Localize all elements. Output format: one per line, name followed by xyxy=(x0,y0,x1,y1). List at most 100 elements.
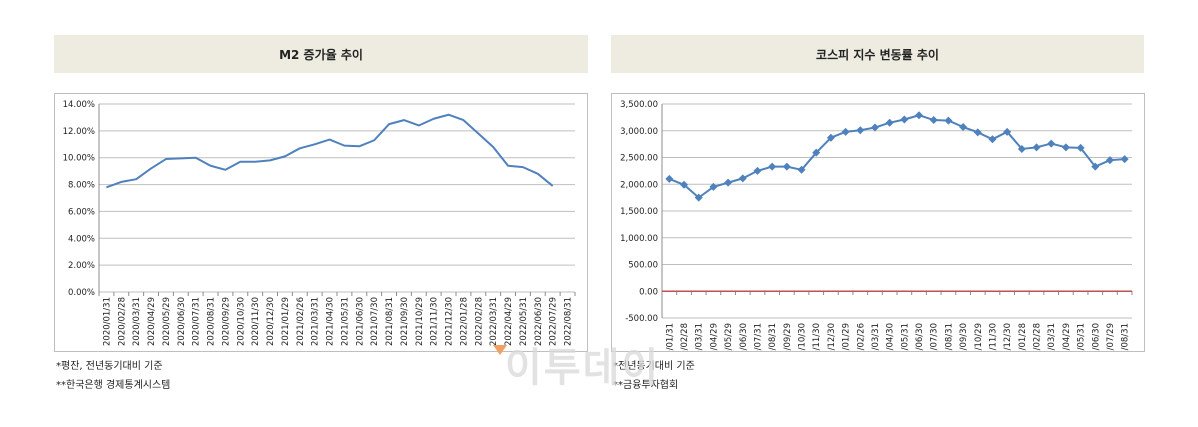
data-point xyxy=(959,123,968,132)
x-tick-label: 2021/01/29 xyxy=(842,323,852,351)
y-tick-label: 2,000.00 xyxy=(620,180,658,190)
y-tick-label: 3,000.00 xyxy=(620,127,658,137)
x-tick-label: 2021/06/30 xyxy=(355,297,365,346)
y-tick-label: 1,000.00 xyxy=(620,234,658,244)
x-tick-label: 2020/02/28 xyxy=(680,323,690,351)
x-tick-label: 2020/06/30 xyxy=(177,297,187,346)
x-tick-label: 2021/10/29 xyxy=(415,297,425,346)
x-tick-label: 2020/08/31 xyxy=(768,323,778,351)
x-tick-label: 2021/12/30 xyxy=(1003,323,1013,351)
x-tick-label: 2020/12/30 xyxy=(266,297,276,346)
data-point xyxy=(1120,155,1129,164)
y-tick-label: -500.00 xyxy=(625,314,658,324)
x-tick-label: 2021/10/29 xyxy=(974,323,984,351)
y-tick-label: 1,500.00 xyxy=(620,207,658,217)
data-point xyxy=(988,135,997,144)
x-tick-label: 2022/04/29 xyxy=(504,297,514,346)
x-tick-label: 2020/07/31 xyxy=(192,297,202,346)
x-tick-label: 2021/04/30 xyxy=(326,297,336,346)
data-point xyxy=(680,180,689,189)
data-point xyxy=(1091,162,1100,171)
kospi-note-source: **금융투자협회 xyxy=(613,380,679,391)
x-tick-label: 2021/11/30 xyxy=(988,323,998,351)
data-point xyxy=(870,123,879,132)
x-tick-label: 2020/05/29 xyxy=(724,323,734,351)
data-point xyxy=(709,182,718,191)
series-line xyxy=(106,113,554,189)
y-tick-label: 12.00% xyxy=(63,127,95,137)
x-tick-label: 2020/09/29 xyxy=(221,297,231,346)
x-tick-label: 2020/03/31 xyxy=(132,297,142,346)
y-tick-label: 0.00% xyxy=(68,288,95,298)
y-tick-label: 6.00% xyxy=(68,207,95,217)
kospi-chart-frame: -500.00 0.00 500.00 1,000.00 1,500.00 2,000.0… xyxy=(611,93,1145,372)
data-point xyxy=(1047,139,1056,148)
x-tick-label: 2020/08/31 xyxy=(207,297,217,346)
x-tick-label: 2021/11/30 xyxy=(430,297,440,346)
x-tick-label: 2021/05/31 xyxy=(900,323,910,351)
y-tick-label: 4.00% xyxy=(68,234,95,244)
x-tick-label: 2020/07/31 xyxy=(753,323,763,351)
data-point xyxy=(929,116,938,125)
data-point xyxy=(1061,143,1070,152)
y-tick-label: 3,500.00 xyxy=(620,100,658,110)
data-point xyxy=(768,162,777,171)
data-point xyxy=(1017,144,1026,153)
data-point xyxy=(826,133,835,142)
x-tick-label: 2020/11/30 xyxy=(812,323,822,351)
x-tick-label: 2021/02/26 xyxy=(856,323,866,351)
data-point xyxy=(915,111,924,120)
x-tick-label: 2022/01/28 xyxy=(459,297,469,346)
data-point xyxy=(665,174,674,183)
x-tick-label: 2020/06/30 xyxy=(739,323,749,351)
x-tick-label: 2022/06/30 xyxy=(1091,323,1101,351)
m2-line-chart: 0.00% 2.00% 4.00% 6.00% 8.00% 10.00% 12.00% 14.… xyxy=(63,100,576,346)
x-tick-label: 2020/10/30 xyxy=(798,323,808,351)
x-tick-label: 2022/04/29 xyxy=(1062,323,1072,351)
data-point xyxy=(841,127,850,136)
data-point xyxy=(1003,127,1012,136)
x-tick-label: 2022/06/30 xyxy=(534,297,544,346)
x-tick-label: 2022/02/28 xyxy=(1033,323,1043,351)
x-tick-label: 2021/07/30 xyxy=(370,297,380,346)
data-point xyxy=(797,165,806,174)
x-tick-label: 2022/08/31 xyxy=(1121,323,1131,351)
x-tick-label: 2022/03/31 xyxy=(1047,323,1057,351)
x-tick-label: 2020/10/30 xyxy=(236,297,246,346)
data-point xyxy=(973,128,982,137)
x-tick-label: 2021/06/30 xyxy=(915,323,925,351)
x-tick-label: 2021/04/30 xyxy=(886,323,896,351)
kospi-chart-title: 코스피 지수 변동률 추이 xyxy=(611,35,1144,73)
x-tick-label: 2022/08/31 xyxy=(564,297,574,346)
y-tick-label: 0.00 xyxy=(639,287,658,297)
x-tick-label: 2022/07/29 xyxy=(1106,323,1116,351)
x-tick-label: 2020/09/29 xyxy=(783,323,793,351)
x-tick-label: 2022/05/31 xyxy=(519,297,529,346)
x-tick-label: 2020/03/31 xyxy=(695,323,705,351)
m2-chart-title: M2 증가율 추이 xyxy=(54,35,588,73)
data-point xyxy=(812,148,821,157)
x-tick-label: 2022/05/31 xyxy=(1077,323,1087,351)
y-tick-label: 2,500.00 xyxy=(620,154,658,164)
y-tick-label: 14.00% xyxy=(63,100,95,110)
x-tick-label: 2022/02/28 xyxy=(474,297,484,346)
y-tick-label: 2.00% xyxy=(68,261,95,271)
data-point xyxy=(1105,156,1114,165)
x-tick-label: 2021/09/30 xyxy=(400,297,410,346)
x-tick-label: 2022/03/31 xyxy=(489,297,499,346)
x-tick-label: 2020/11/30 xyxy=(251,297,261,346)
x-tick-label: 2021/03/31 xyxy=(871,323,881,351)
x-tick-label: 2021/09/30 xyxy=(959,323,969,351)
y-tick-label: 500.00 xyxy=(628,261,658,271)
kospi-line-chart: -500.00 0.00 500.00 1,000.00 1,500.00 2,000.0… xyxy=(620,100,1133,372)
x-tick-label: 2021/01/29 xyxy=(281,297,291,346)
data-point xyxy=(724,178,733,187)
x-tick-label: 2020/02/28 xyxy=(117,297,127,346)
x-tick-label: 2020/04/29 xyxy=(709,323,719,351)
data-point xyxy=(694,193,703,202)
data-point xyxy=(753,166,762,175)
x-tick-label: 2020/01/31 xyxy=(102,297,112,346)
data-point xyxy=(900,115,909,124)
m2-note-source: **한국은행 경제통계시스템 xyxy=(56,380,171,391)
x-tick-label: 2022/07/29 xyxy=(549,297,559,346)
